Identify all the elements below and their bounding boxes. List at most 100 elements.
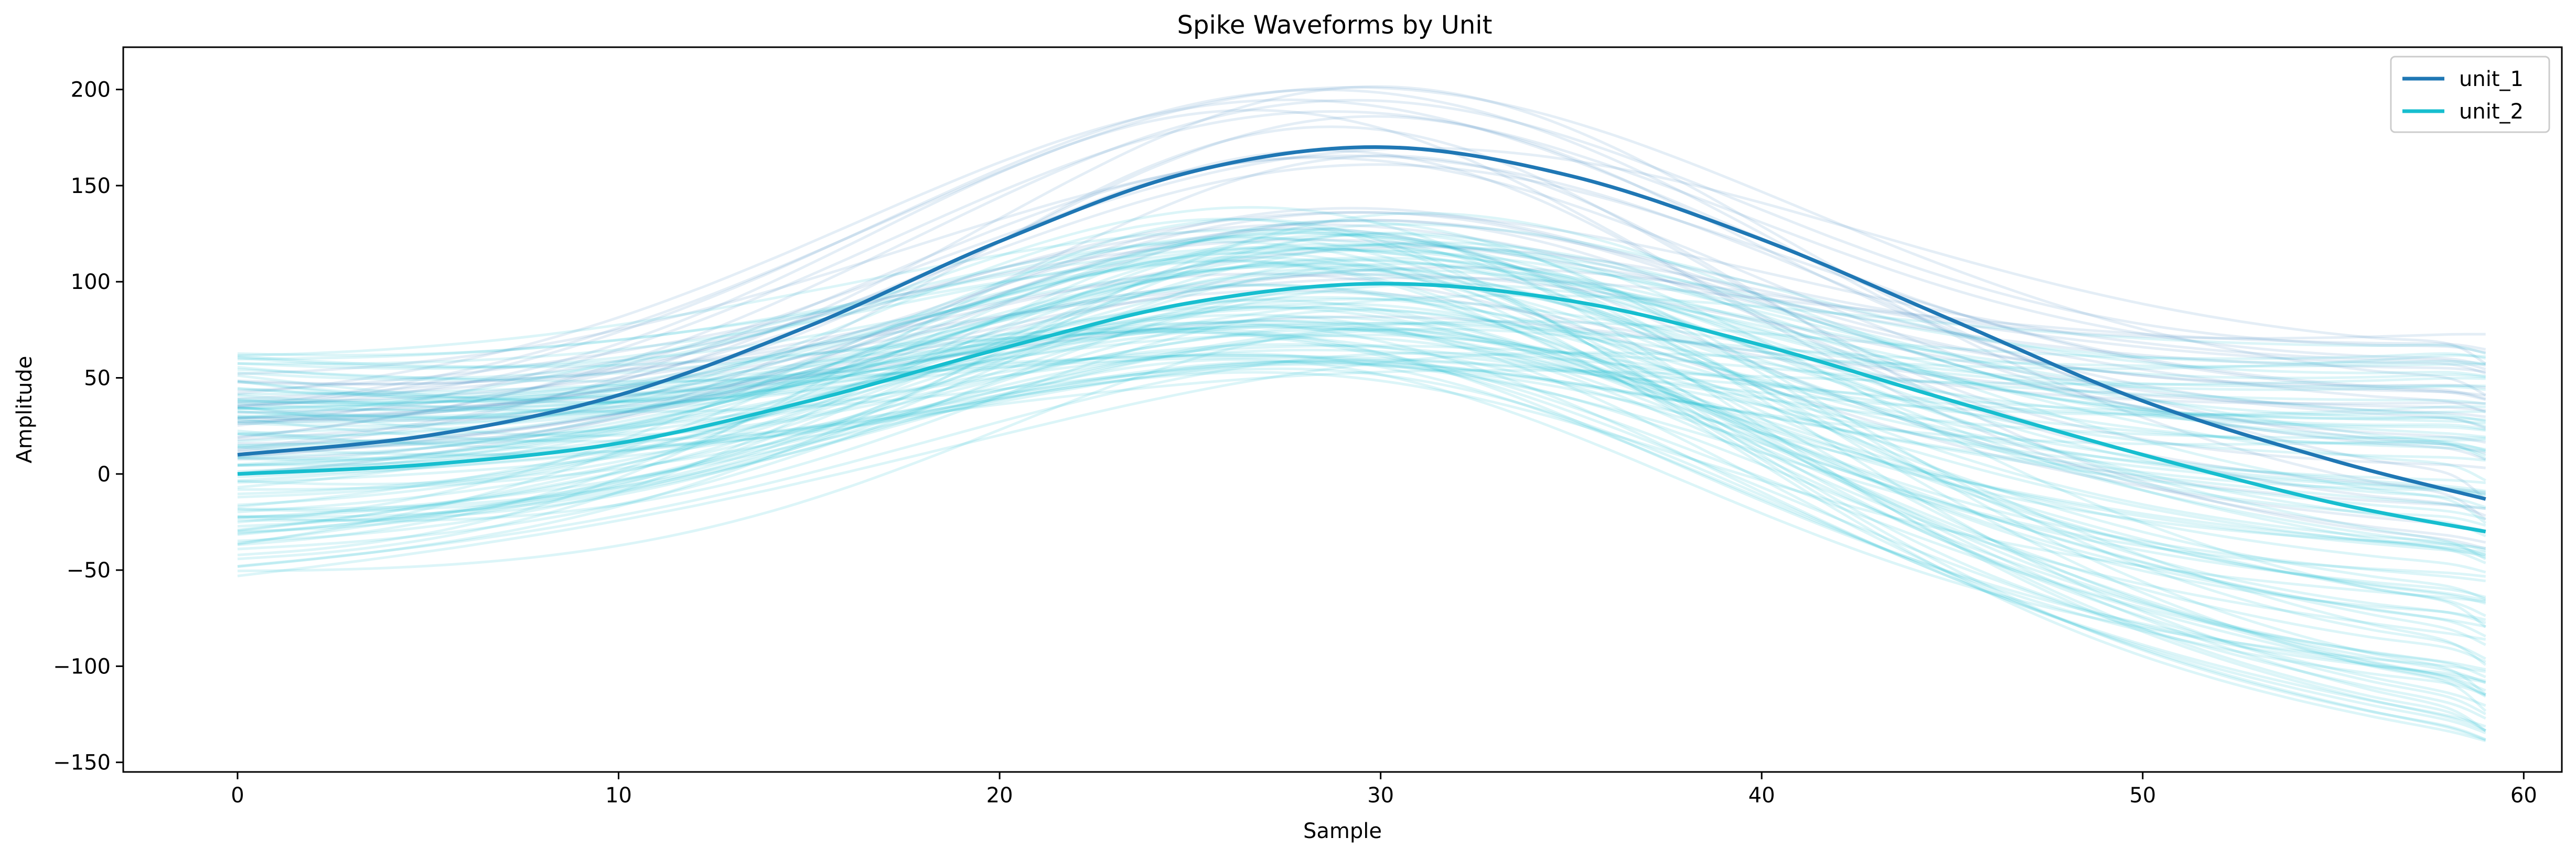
unit_1-trace — [237, 245, 2486, 414]
unit_2-trace — [237, 326, 2486, 453]
unit_2-trace — [237, 297, 2486, 435]
unit_2-trace — [237, 233, 2486, 715]
x-tick-label: 20 — [986, 783, 1013, 808]
unit_2-trace — [237, 284, 2486, 485]
unit_2-trace — [237, 235, 2486, 679]
unit_1-trace — [237, 154, 2486, 550]
unit_2-trace — [237, 351, 2486, 568]
unit_2-trace — [237, 228, 2486, 423]
y-tick-label: −150 — [53, 751, 111, 775]
unit_2-trace — [237, 219, 2487, 696]
unit_1-trace — [237, 115, 2486, 423]
unit_1-mean-line — [237, 145, 2486, 501]
y-axis: −150 −100 −50 0 50 100 150 200 — [53, 78, 123, 775]
unit_2-trace — [237, 360, 2486, 519]
unit_2-trace — [237, 319, 2486, 574]
unit_2-trace — [237, 243, 2487, 524]
unit_1-trace — [237, 272, 2486, 532]
unit_1-trace — [237, 88, 2487, 521]
x-tick-label: 30 — [1367, 783, 1394, 808]
y-tick-label: 100 — [71, 270, 111, 294]
unit_2-trace — [237, 351, 2486, 577]
y-tick-label: 200 — [71, 78, 111, 102]
unit_2-trace — [237, 255, 2486, 605]
unit_2-trace — [237, 352, 2486, 696]
unit_1-trace — [237, 266, 2486, 459]
unit_2-trace — [237, 262, 2486, 535]
legend-label: unit_1 — [2459, 67, 2524, 91]
unit_2-trace — [237, 231, 2487, 628]
unit_2-trace — [237, 305, 2486, 663]
unit_2-trace — [237, 262, 2487, 666]
legend-label: unit_2 — [2459, 100, 2524, 124]
unit_2-trace — [237, 263, 2486, 467]
x-tick-label: 0 — [231, 783, 244, 808]
unit_2-trace — [237, 330, 2486, 646]
unit_2-trace — [237, 320, 2486, 545]
unit_2-trace — [237, 327, 2486, 696]
y-tick-label: −100 — [53, 654, 111, 679]
legend: unit_1 unit_2 — [2390, 56, 2550, 133]
y-axis-label: Amplitude — [13, 356, 37, 464]
unit_2-trace — [237, 327, 2486, 621]
unit_2-trace — [237, 327, 2486, 484]
unit_2-trace — [237, 259, 2486, 538]
unit_2-trace — [237, 259, 2486, 625]
unit_2-trace — [237, 334, 2486, 528]
unit_2-trace — [237, 212, 2486, 568]
unit_1-trace — [237, 211, 2486, 450]
unit_2-trace — [237, 206, 2486, 732]
unit_2-trace — [237, 218, 2486, 682]
unit_1-trace — [237, 149, 2486, 544]
unit_2-trace — [237, 242, 2486, 489]
unit_1-trace — [237, 289, 2486, 457]
x-axis: 0 10 20 30 40 50 60 — [231, 772, 2537, 808]
unit_2-trace — [237, 240, 2486, 628]
legend-box — [2390, 56, 2550, 133]
unit_2-trace — [237, 348, 2486, 496]
unit_1-trace — [237, 238, 2486, 393]
unit_2-trace — [237, 344, 2486, 443]
unit_1-trace — [237, 227, 2486, 510]
unit_1-trace — [237, 276, 2486, 404]
unit_2-trace — [237, 315, 2486, 578]
x-tick-label: 40 — [1748, 783, 1775, 808]
unit_2-trace — [237, 333, 2486, 617]
unit_1-trace — [237, 219, 2486, 442]
unit_1-trace — [237, 207, 2486, 475]
unit_2-trace — [237, 283, 2486, 536]
x-tick-label: 60 — [2510, 783, 2537, 808]
unit_2-trace — [237, 296, 2486, 493]
individual-traces — [237, 85, 2487, 743]
unit_2-trace — [237, 321, 2486, 532]
unit_2-trace — [237, 223, 2486, 508]
unit_1-trace — [237, 156, 2486, 461]
unit_1-trace — [237, 223, 2486, 400]
unit_1-trace — [237, 211, 2486, 444]
unit_2-trace — [237, 371, 2486, 603]
unit_2-trace — [237, 327, 2486, 684]
unit_2-trace — [237, 325, 2486, 707]
y-tick-label: −50 — [67, 559, 111, 583]
unit_2-trace — [237, 363, 2486, 554]
unit_1-trace — [237, 86, 2486, 408]
unit_2-mean-line — [237, 282, 2486, 534]
x-tick-label: 10 — [605, 783, 632, 808]
unit_2-trace — [237, 356, 2486, 510]
unit_2-trace — [237, 361, 2486, 684]
plot-frame — [122, 46, 2563, 773]
unit_2-trace — [237, 305, 2486, 638]
unit_2-trace — [237, 294, 2486, 475]
unit_2-trace — [237, 217, 2486, 671]
unit_2-trace — [237, 267, 2486, 692]
unit_2-trace — [237, 354, 2486, 425]
unit_2-trace — [237, 319, 2486, 698]
chart-title: Spike Waveforms by Unit — [1177, 10, 1493, 40]
unit_2-trace — [237, 321, 2486, 410]
unit_2-trace — [237, 271, 2486, 552]
unit_1-trace — [237, 110, 2486, 427]
unit_2-trace — [237, 298, 2486, 550]
unit_2-trace — [237, 330, 2486, 720]
